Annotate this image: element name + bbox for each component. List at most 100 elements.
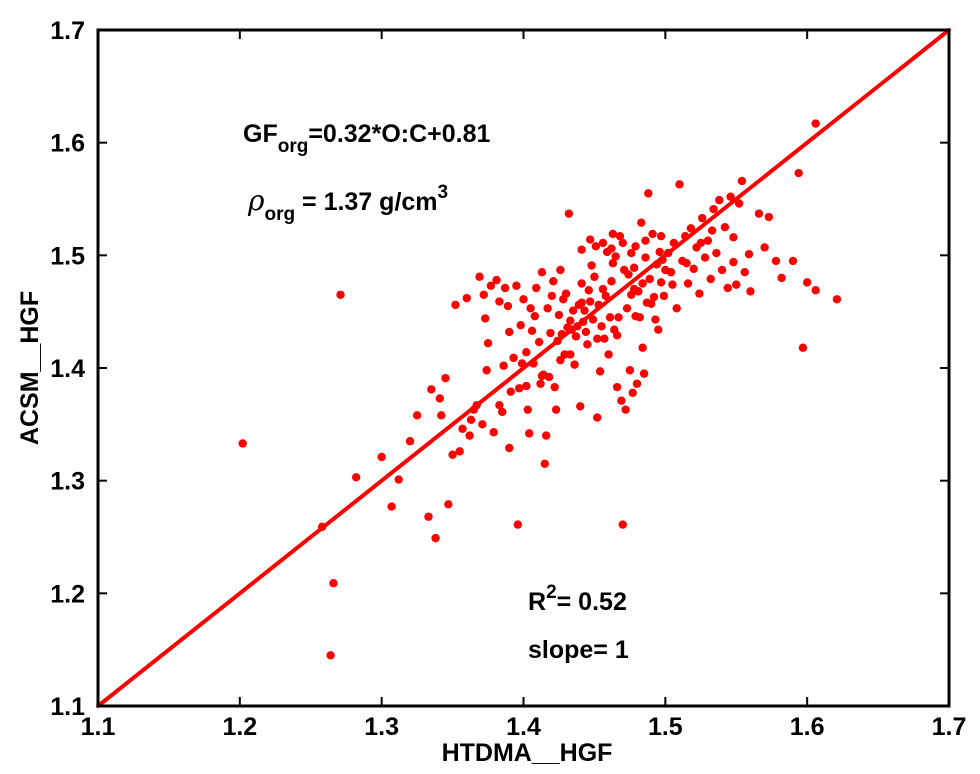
y-tick-label: 1.5 — [50, 242, 85, 270]
data-point — [802, 278, 812, 287]
data-point — [646, 299, 656, 308]
data-point — [832, 295, 842, 304]
data-point — [588, 315, 598, 324]
data-point — [615, 231, 625, 241]
data-point — [238, 439, 247, 448]
data-point — [530, 311, 540, 321]
data-point — [788, 256, 798, 266]
data-point — [811, 119, 820, 128]
data-point — [505, 443, 514, 453]
data-point — [720, 222, 730, 232]
data-point — [394, 475, 403, 484]
data-point — [618, 520, 627, 529]
data-point — [505, 327, 514, 337]
data-point — [509, 353, 518, 363]
data-point — [682, 259, 691, 268]
data-point — [604, 350, 613, 359]
data-point — [729, 233, 738, 242]
data-point — [499, 361, 508, 370]
data-point — [551, 405, 561, 414]
data-point — [455, 447, 464, 456]
data-point — [495, 400, 504, 410]
data-point — [526, 304, 535, 313]
data-point — [689, 264, 698, 274]
data-point — [621, 405, 630, 414]
data-point — [549, 277, 558, 286]
data-point — [605, 313, 615, 322]
data-point — [424, 512, 433, 521]
data-point — [583, 340, 592, 349]
data-point — [486, 281, 496, 290]
data-point — [668, 280, 677, 289]
data-point — [465, 431, 474, 440]
data-point — [591, 242, 601, 251]
data-point — [566, 316, 575, 325]
data-point — [593, 334, 602, 343]
data-point — [631, 311, 640, 321]
data-point — [628, 388, 637, 397]
data-point — [566, 350, 575, 359]
data-point — [641, 253, 650, 262]
x-tick-label: 1.5 — [648, 713, 683, 741]
data-point — [503, 301, 513, 311]
data-point — [435, 394, 445, 403]
data-point — [506, 387, 515, 396]
y-axis-title: ACSM__HGF — [16, 291, 44, 445]
data-point — [431, 533, 440, 543]
data-point — [598, 238, 608, 248]
data-point — [593, 413, 602, 422]
density-annotation: ρorg = 1.37 g/cm3 — [247, 182, 448, 225]
data-point — [700, 253, 710, 262]
data-point — [540, 459, 549, 468]
data-point — [427, 385, 436, 394]
data-point — [466, 415, 476, 425]
data-point — [656, 278, 666, 287]
data-point — [500, 283, 510, 293]
data-point — [639, 369, 649, 378]
data-point — [577, 245, 586, 254]
data-point — [771, 256, 781, 266]
data-point — [659, 291, 669, 301]
slope-annotation: slope= 1 — [528, 636, 629, 664]
data-point — [387, 502, 396, 511]
data-point — [732, 280, 741, 289]
data-point — [541, 431, 551, 440]
data-point — [764, 212, 774, 222]
data-point — [478, 420, 487, 429]
data-point — [522, 381, 531, 391]
data-point — [515, 384, 524, 393]
data-point — [585, 297, 595, 306]
data-point — [537, 268, 547, 277]
data-point — [645, 274, 654, 284]
data-point — [723, 283, 732, 293]
data-point — [448, 450, 457, 459]
data-point — [666, 268, 676, 277]
data-point — [561, 289, 571, 298]
data-point — [481, 314, 490, 323]
data-point — [577, 298, 586, 307]
data-point — [754, 209, 764, 218]
data-point — [794, 168, 803, 178]
data-point — [607, 244, 616, 253]
data-point — [580, 306, 589, 315]
data-point — [523, 405, 532, 414]
data-point — [631, 242, 640, 251]
data-point — [595, 367, 605, 376]
data-point — [706, 274, 715, 284]
y-tick-label: 1.6 — [50, 130, 85, 158]
data-point — [475, 272, 484, 281]
data-point — [607, 277, 616, 286]
data-point — [458, 424, 467, 434]
data-point — [649, 292, 659, 302]
data-point — [534, 337, 544, 347]
data-point — [648, 229, 657, 239]
data-point — [326, 651, 335, 660]
data-point — [482, 366, 491, 375]
y-tick-label: 1.4 — [50, 355, 85, 383]
data-point — [489, 428, 498, 437]
data-point — [695, 289, 704, 298]
data-point — [522, 348, 531, 357]
data-point — [513, 520, 523, 529]
data-point — [627, 248, 636, 258]
data-point — [441, 373, 450, 383]
